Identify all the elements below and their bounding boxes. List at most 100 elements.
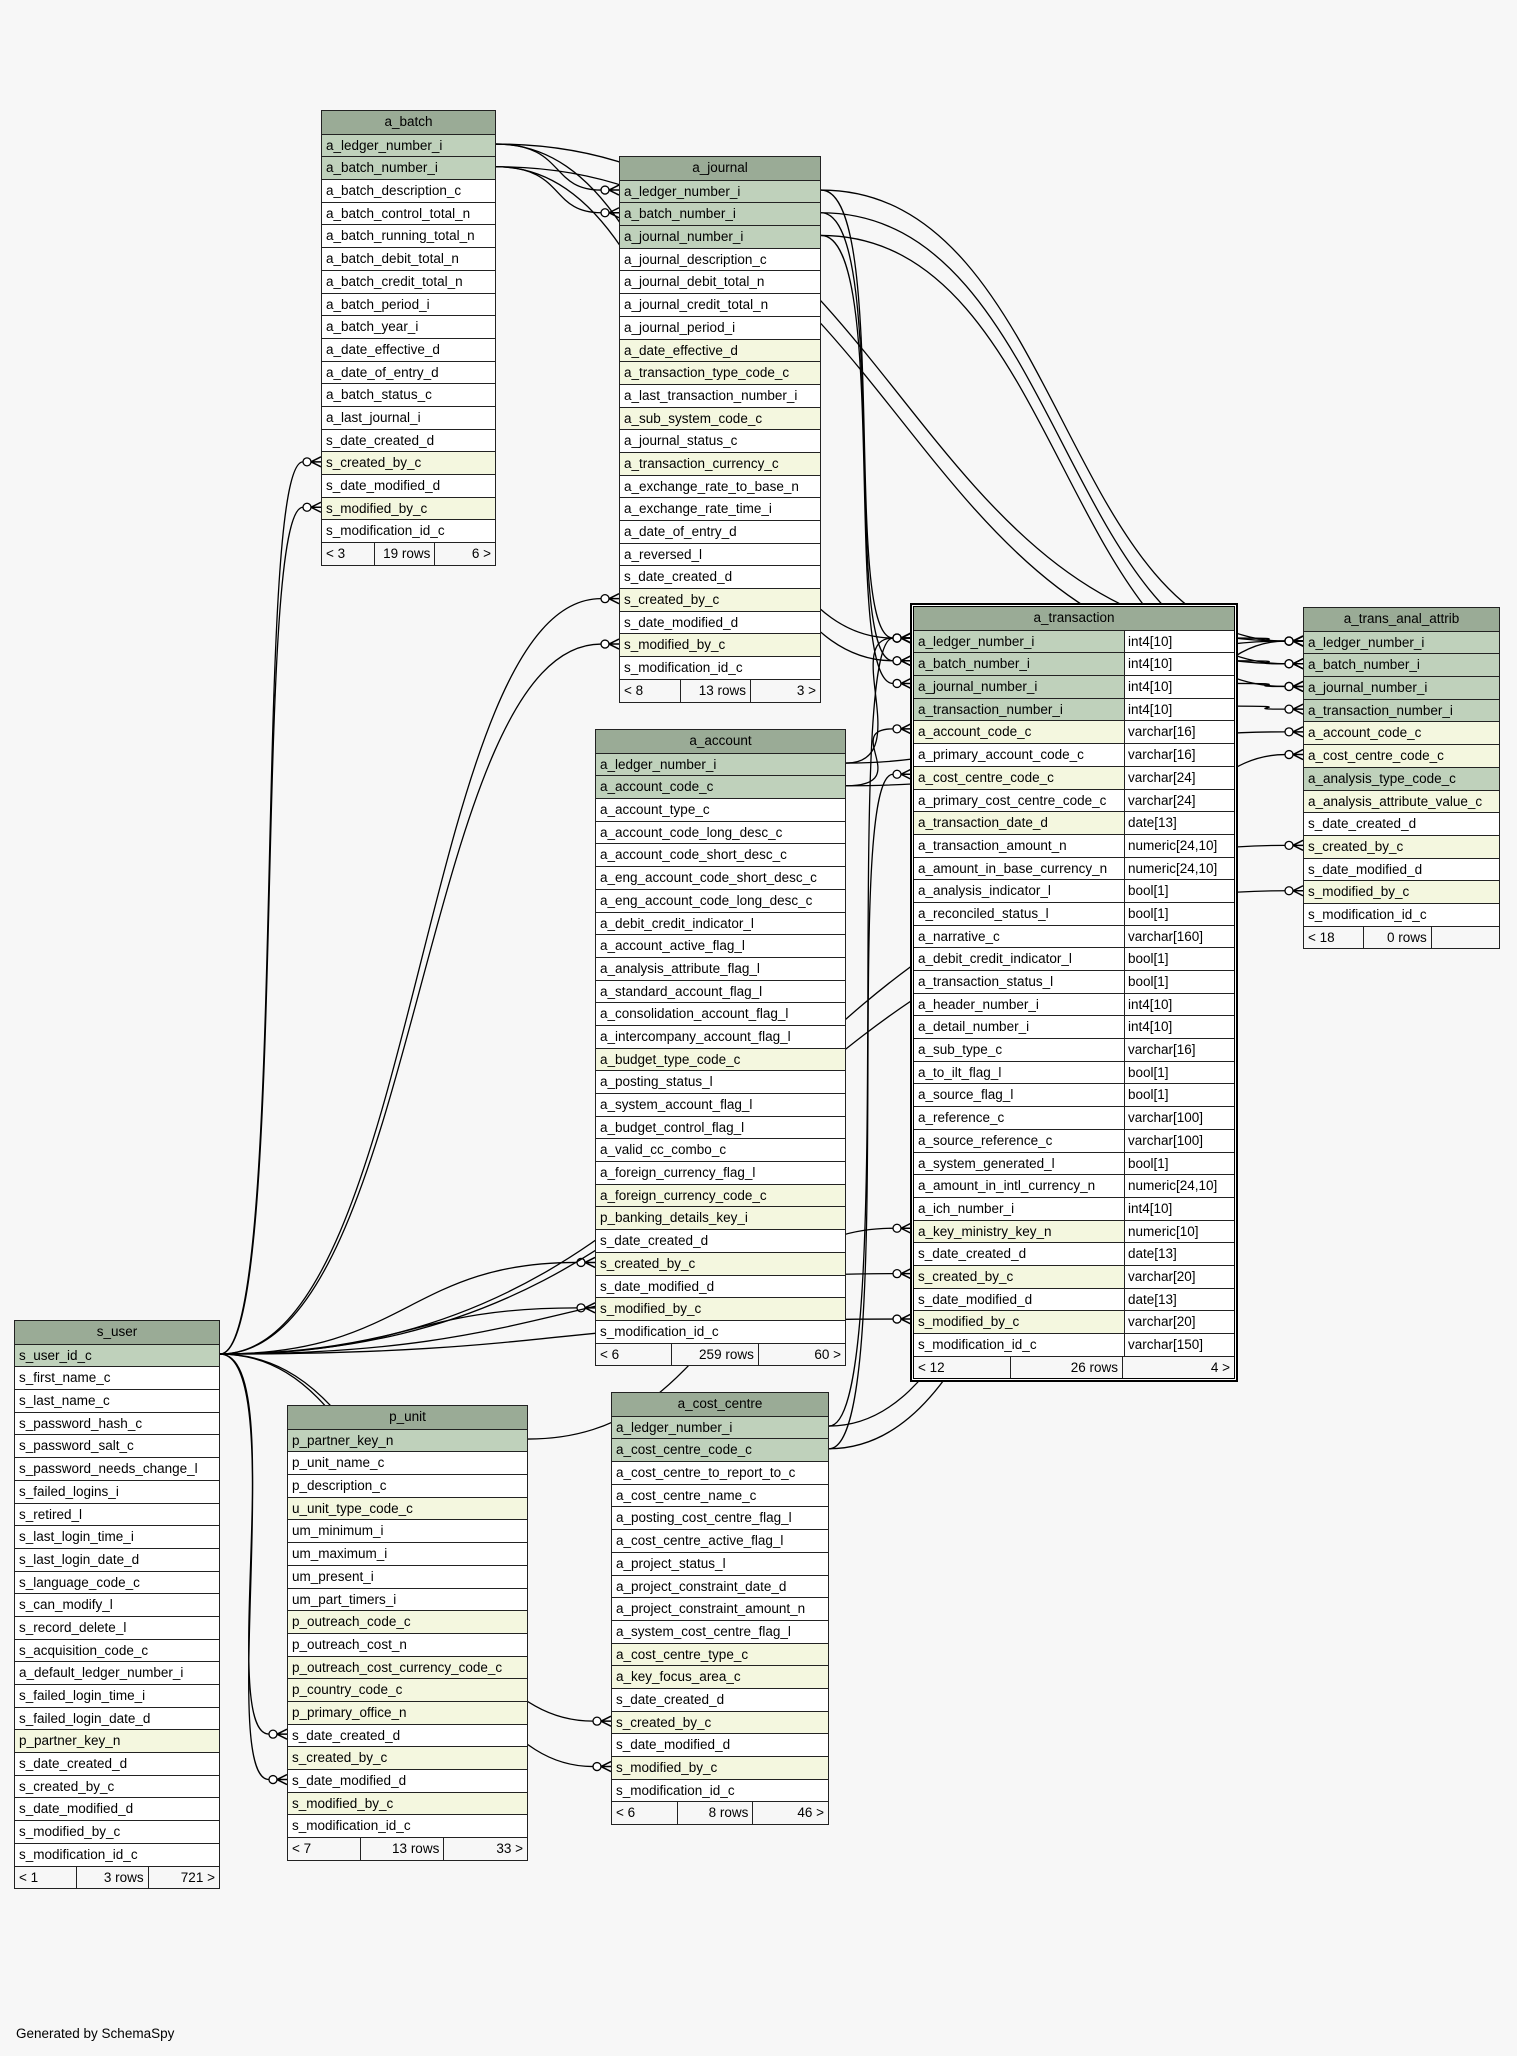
column-row[interactable]: a_date_of_entry_d	[322, 360, 495, 384]
column-row[interactable]: a_batch_number_i int4[10]	[914, 652, 1234, 676]
column-row[interactable]: a_cost_centre_active_flag_l	[612, 1529, 828, 1552]
column-row[interactable]: a_batch_number_i	[1304, 653, 1499, 677]
column-row[interactable]: a_journal_status_c	[620, 429, 820, 452]
column-row[interactable]: s_modification_id_c	[15, 1842, 219, 1866]
column-row[interactable]: um_part_timers_i	[288, 1587, 527, 1611]
column-row[interactable]: s_date_created_d	[1304, 812, 1499, 835]
column-row[interactable]: a_journal_number_i int4[10]	[914, 675, 1234, 698]
column-row[interactable]: s_modification_id_c	[1304, 902, 1499, 926]
column-row[interactable]: a_eng_account_code_long_desc_c	[596, 888, 845, 912]
column-row[interactable]: a_budget_control_flag_l	[596, 1115, 845, 1139]
column-row[interactable]: a_ich_number_i int4[10]	[914, 1196, 1234, 1220]
column-row[interactable]: s_retired_l	[15, 1502, 219, 1526]
column-row[interactable]: a_foreign_currency_code_c	[596, 1183, 845, 1207]
column-row[interactable]: p_outreach_cost_currency_code_c	[288, 1655, 527, 1679]
column-row[interactable]: s_created_by_c	[1304, 834, 1499, 858]
column-row[interactable]: a_batch_number_i	[620, 202, 820, 226]
column-row[interactable]: a_batch_year_i	[322, 315, 495, 338]
column-row[interactable]: a_last_transaction_number_i	[620, 383, 820, 407]
column-row[interactable]: s_password_salt_c	[15, 1434, 219, 1457]
column-row[interactable]: a_date_of_entry_d	[620, 520, 820, 543]
column-row[interactable]: a_cost_centre_to_report_to_c	[612, 1461, 828, 1484]
parents-count[interactable]: < 6	[616, 1805, 636, 1821]
column-row[interactable]: a_ledger_number_i	[322, 133, 495, 157]
column-row[interactable]: a_batch_credit_total_n	[322, 269, 495, 293]
column-row[interactable]: a_standard_account_flag_l	[596, 979, 845, 1003]
column-row[interactable]: s_failed_login_time_i	[15, 1684, 219, 1707]
column-row[interactable]: a_account_code_c	[596, 775, 845, 799]
column-row[interactable]: a_detail_number_i int4[10]	[914, 1015, 1234, 1039]
column-row[interactable]: s_created_by_c varchar[20]	[914, 1264, 1234, 1288]
column-row[interactable]: s_modified_by_c	[322, 496, 495, 520]
column-row[interactable]: s_modified_by_c	[1304, 880, 1499, 903]
column-row[interactable]: a_transaction_status_l bool[1]	[914, 970, 1234, 993]
table-header[interactable]: a_trans_anal_attrib	[1304, 608, 1499, 631]
column-row[interactable]: s_date_modified_d	[1304, 857, 1499, 881]
column-row[interactable]: a_batch_control_total_n	[322, 201, 495, 225]
column-row[interactable]: s_date_created_d	[288, 1723, 527, 1747]
column-row[interactable]: a_journal_description_c	[620, 247, 820, 271]
column-row[interactable]: a_debit_credit_indicator_l bool[1]	[914, 947, 1234, 970]
table-a-trans-anal-attrib[interactable]: a_trans_anal_attrib a_ledger_number_i a_ba…	[1303, 607, 1500, 950]
column-row[interactable]: a_journal_debit_total_n	[620, 270, 820, 293]
column-row[interactable]: p_partner_key_n	[15, 1729, 219, 1753]
column-row[interactable]: a_amount_in_intl_currency_n numeric[24,10…	[914, 1174, 1234, 1197]
column-row[interactable]: a_last_journal_i	[322, 405, 495, 429]
children-count[interactable]	[1430, 926, 1499, 949]
table-header[interactable]: p_unit	[288, 1406, 527, 1429]
column-row[interactable]: a_cost_centre_type_c	[612, 1642, 828, 1666]
table-a-batch[interactable]: a_batch a_ledger_number_i a_batch_number_i…	[321, 110, 496, 566]
column-row[interactable]: a_debit_credit_indicator_l	[596, 911, 845, 935]
column-row[interactable]: s_last_login_date_d	[15, 1547, 219, 1571]
column-row[interactable]: a_default_ledger_number_i	[15, 1661, 219, 1684]
column-row[interactable]: s_date_modified_d	[620, 610, 820, 634]
table-header[interactable]: a_transaction	[914, 607, 1234, 630]
children-count[interactable]: 60 >	[757, 1343, 845, 1366]
column-row[interactable]: s_created_by_c	[612, 1710, 828, 1734]
column-row[interactable]: s_date_created_d	[596, 1229, 845, 1252]
column-row[interactable]: s_modification_id_c	[288, 1814, 527, 1837]
column-row[interactable]: a_batch_status_c	[322, 383, 495, 406]
column-row[interactable]: a_date_effective_d	[322, 337, 495, 361]
children-count[interactable]: 721 >	[147, 1866, 219, 1889]
parents-count[interactable]: < 1	[19, 1869, 39, 1885]
column-row[interactable]: s_last_login_time_i	[15, 1525, 219, 1548]
column-row[interactable]: u_unit_type_code_c	[288, 1496, 527, 1520]
column-row[interactable]: a_analysis_type_code_c	[1304, 766, 1499, 790]
column-row[interactable]: a_reversed_l	[620, 542, 820, 566]
parents-count[interactable]: < 12	[918, 1359, 945, 1375]
column-row[interactable]: a_primary_account_code_c varchar[16]	[914, 743, 1234, 766]
column-row[interactable]: a_intercompany_account_flag_l	[596, 1024, 845, 1048]
children-count[interactable]: 3 >	[750, 679, 820, 702]
column-row[interactable]: a_consolidation_account_flag_l	[596, 1002, 845, 1025]
column-row[interactable]: a_transaction_type_code_c	[620, 361, 820, 384]
column-row[interactable]: a_account_type_c	[596, 798, 845, 821]
column-row[interactable]: s_date_modified_d	[322, 474, 495, 497]
column-row[interactable]: s_created_by_c	[288, 1746, 527, 1769]
column-row[interactable]: s_language_code_c	[15, 1570, 219, 1594]
column-row[interactable]: a_cost_centre_name_c	[612, 1483, 828, 1507]
column-row[interactable]: s_created_by_c	[15, 1774, 219, 1798]
column-row[interactable]: s_date_created_d	[620, 565, 820, 588]
column-row[interactable]: s_date_modified_d	[612, 1733, 828, 1756]
column-row[interactable]: a_journal_number_i	[1304, 676, 1499, 699]
column-row[interactable]: a_account_active_flag_l	[596, 934, 845, 957]
column-row[interactable]: s_last_name_c	[15, 1389, 219, 1412]
table-p-unit[interactable]: p_unit p_partner_key_n p_unit_name_c p_desc…	[287, 1405, 528, 1861]
column-row[interactable]: a_journal_number_i	[620, 225, 820, 248]
parents-count[interactable]: < 8	[624, 682, 644, 698]
column-row[interactable]: a_batch_debit_total_n	[322, 247, 495, 270]
column-row[interactable]: a_primary_cost_centre_code_c varchar[24]	[914, 788, 1234, 812]
children-count[interactable]: 6 >	[434, 543, 495, 565]
column-row[interactable]: p_primary_office_n	[288, 1700, 527, 1724]
table-header[interactable]: s_user	[15, 1321, 219, 1344]
column-row[interactable]: a_narrative_c varchar[160]	[914, 924, 1234, 948]
column-row[interactable]: a_journal_period_i	[620, 315, 820, 339]
column-row[interactable]: s_date_modified_d	[288, 1769, 527, 1792]
column-row[interactable]: a_ledger_number_i	[620, 179, 820, 203]
column-row[interactable]: p_outreach_code_c	[288, 1610, 527, 1633]
column-row[interactable]: a_to_ilt_flag_l bool[1]	[914, 1060, 1234, 1084]
table-s-user[interactable]: s_user s_user_id_c s_first_name_c s_last_na…	[14, 1320, 220, 1890]
table-header[interactable]: a_cost_centre	[612, 1393, 828, 1416]
column-row[interactable]: a_system_cost_centre_flag_l	[612, 1619, 828, 1643]
